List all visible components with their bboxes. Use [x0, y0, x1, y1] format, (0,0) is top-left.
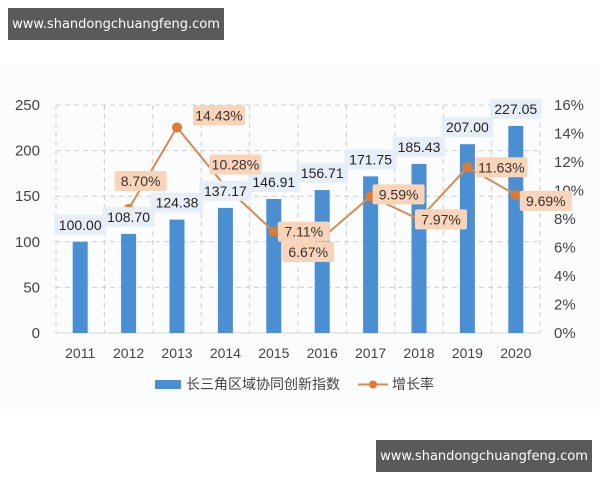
right-axis-tick-label: 16% — [554, 97, 584, 114]
legend-line-label: 增长率 — [392, 376, 434, 392]
line-value-label: 9.59% — [379, 186, 419, 202]
right-axis-tick-label: 6% — [554, 240, 576, 257]
bar — [508, 125, 524, 334]
bar-value-label: 156.71 — [301, 165, 344, 181]
line-label-bg — [415, 209, 467, 230]
x-axis-tick-label: 2015 — [258, 345, 289, 361]
bar-label-bg — [489, 98, 542, 119]
line-label-bg — [277, 221, 330, 242]
x-axis-tick-label: 2013 — [161, 345, 192, 361]
left-axis-tick-label: 200 — [15, 143, 40, 160]
legend-bar-label: 长三角区域协同创新指数 — [186, 376, 340, 392]
bar-value-label: 108.70 — [107, 209, 150, 225]
line-label-bg — [282, 241, 335, 262]
x-axis-tick-label: 2014 — [210, 345, 241, 361]
line-label-bg — [475, 157, 528, 178]
bar — [266, 199, 282, 333]
bar — [72, 241, 88, 333]
line-marker — [268, 226, 279, 237]
line-label-bg — [372, 184, 425, 205]
line-label-bg — [519, 190, 572, 211]
line-data-labels: 8.70% 14.43% 10.28% 7.11% 6.67% 9.59%7.97% 11.… — [114, 105, 572, 262]
bar-label-bg — [54, 214, 107, 235]
left-axis-tick-label: 250 — [15, 97, 40, 114]
x-axis-tick-label: 2016 — [307, 345, 338, 361]
bar-label-bg — [441, 117, 494, 138]
bar — [411, 163, 427, 333]
bar-value-label: 185.43 — [398, 139, 441, 155]
right-axis-tick-label: 14% — [554, 126, 584, 143]
line-label-bg — [209, 154, 262, 175]
bar-label-bg — [151, 192, 203, 213]
bar-value-label: 124.38 — [156, 195, 199, 211]
bar-value-label: 146.91 — [252, 174, 295, 190]
right-axis-tick-label: 12% — [554, 154, 584, 171]
bar-value-label: 207.00 — [446, 119, 489, 135]
line-label-bg — [193, 105, 245, 126]
left-axis-tick-label: 100 — [15, 234, 40, 251]
bar-data-labels: 100.00 108.70 124.38 137.17 146.91 156.71 171.… — [54, 98, 542, 235]
x-axis: 2011 2012 2013 2014 2015 2016 2017 2018 2019 2020 — [65, 345, 531, 361]
line-marker — [510, 189, 521, 200]
legend: 长三角区域协同创新指数 增长率 — [155, 376, 434, 392]
bar — [363, 176, 379, 333]
line-value-label: 11.63% — [478, 159, 524, 175]
line-value-label: 7.97% — [421, 211, 461, 227]
line-value-label: 7.11% — [284, 224, 323, 240]
line-label-bg — [114, 171, 167, 192]
bar-label-bg — [393, 136, 445, 157]
left-y-axis: 0 50 100 150 200 250 — [15, 97, 40, 342]
bar-value-label: 100.00 — [59, 217, 102, 233]
bar-value-label: 171.75 — [349, 151, 392, 167]
left-axis-tick-label: 0 — [32, 325, 40, 342]
watermark-bottom: www.shandongchuangfeng.com — [376, 440, 592, 472]
line-value-label: 10.28% — [212, 157, 259, 173]
right-axis-tick-label: 2% — [554, 297, 576, 314]
bar-value-label: 227.05 — [494, 101, 537, 117]
line-value-label: 8.70% — [121, 173, 161, 189]
x-axis-tick-label: 2011 — [65, 345, 95, 361]
right-axis-tick-label: 8% — [554, 211, 576, 228]
legend-line-marker — [369, 380, 377, 389]
bar-label-bg — [344, 149, 397, 170]
left-axis-tick-label: 50 — [23, 279, 40, 296]
line-value-label: 6.67% — [288, 244, 328, 260]
line-value-label: 9.69% — [526, 193, 566, 209]
x-axis-tick-label: 2012 — [113, 345, 144, 361]
bar-label-bg — [247, 172, 300, 193]
left-axis-tick-label: 150 — [15, 188, 40, 205]
bar — [217, 207, 233, 333]
x-axis-tick-label: 2018 — [403, 345, 434, 361]
bar — [169, 219, 185, 333]
line-value-label: 14.43% — [195, 107, 242, 123]
right-y-axis: 0%2%4%6%8%10%12%14%16% — [554, 97, 584, 342]
bar — [459, 144, 475, 333]
x-axis-tick-label: 2017 — [355, 345, 386, 361]
bar-label-bg — [102, 206, 155, 227]
bar — [121, 233, 137, 333]
bar-value-label: 137.17 — [204, 183, 247, 199]
watermark-top: www.shandongchuangfeng.com — [8, 8, 224, 40]
line-marker — [172, 122, 182, 133]
bar-label-bg — [296, 163, 349, 184]
right-axis-tick-label: 0% — [554, 325, 576, 342]
right-axis-tick-label: 4% — [554, 268, 576, 285]
x-axis-tick-label: 2019 — [452, 345, 483, 361]
line-marker — [462, 162, 473, 173]
x-axis-tick-label: 2020 — [500, 345, 531, 361]
legend-bar-swatch — [155, 380, 181, 389]
bar-label-bg — [199, 180, 252, 201]
